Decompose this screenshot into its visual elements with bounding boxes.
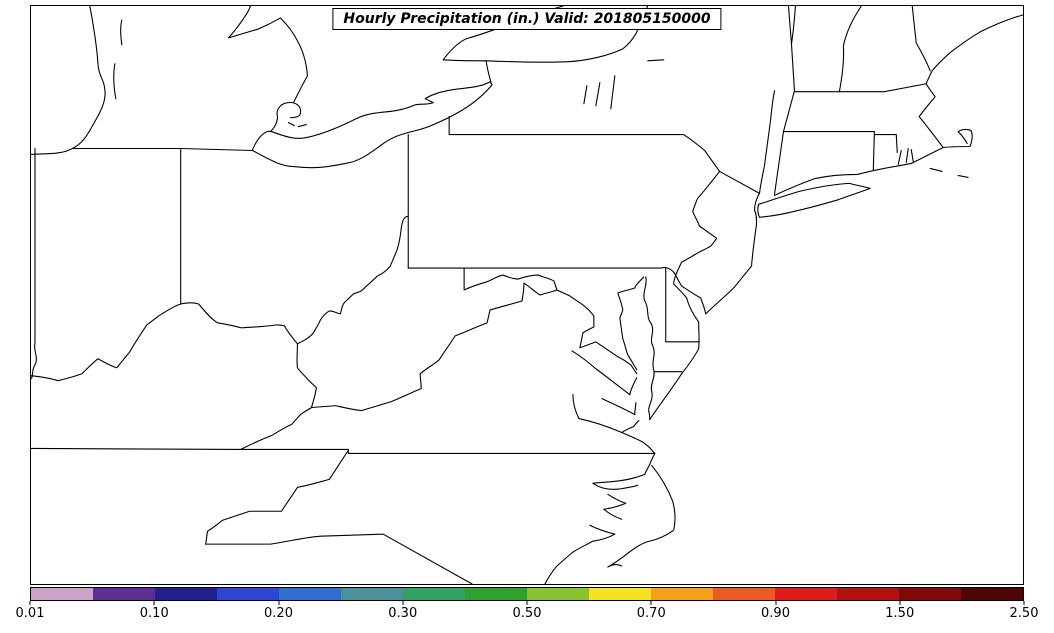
colorbar-segment — [527, 588, 589, 600]
colorbar-tick — [29, 601, 31, 605]
colorbar-tick — [153, 601, 155, 605]
colorbar-tick-label: 0.50 — [512, 606, 542, 621]
path-massachusetts-coast-cape-cod — [910, 83, 973, 165]
path-maine-newhampshire-border — [911, 6, 931, 72]
map-title: Hourly Precipitation (in.) Valid: 201805… — [332, 8, 722, 30]
path-detroit-river-lake-stclair — [269, 75, 308, 133]
colorbar-tick-label: 0.30 — [388, 606, 418, 621]
path-virginia-beach-coast — [644, 452, 656, 475]
path-michigan-indiana-ohio-border — [72, 147, 254, 152]
colorbar-segment — [217, 588, 279, 600]
colorbar-segment — [279, 588, 341, 600]
colorbar-segment — [961, 588, 1023, 600]
path-albemarle-pamlico-sounds — [544, 473, 646, 584]
path-hudson-river — [758, 90, 776, 194]
colorbar-tick — [775, 601, 776, 605]
path-delaware-river-and-bay — [675, 134, 721, 315]
path-chesapeake-bay-west-shore — [617, 276, 656, 454]
colorbar-ticks: 0.01 0.10 0.20 0.30 0.50 0.70 0.90 1.50 2.50 — [16, 601, 1038, 627]
colorbar-tick-label: 0.20 — [264, 606, 293, 621]
path-newengland-state-borders — [782, 83, 927, 171]
path-northcarolina-georgia-southcarolina-border — [205, 533, 473, 584]
colorbar-segment — [651, 588, 713, 600]
colorbar-segment — [899, 588, 961, 600]
state-boundaries-and-coastlines — [31, 6, 1023, 584]
path-long-island — [757, 182, 871, 218]
colorbar-tick — [1023, 601, 1025, 605]
colorbar-segment — [837, 588, 899, 600]
path-westvirginia-virginia-border — [310, 282, 558, 412]
colorbar-segment — [589, 588, 651, 600]
colorbar-segment — [403, 588, 465, 600]
path-narragansett-bay-marks — [897, 147, 914, 165]
path-kentucky-tennessee-virginia-northcarolina-border — [31, 447, 656, 454]
colorbar-tick — [278, 601, 279, 605]
path-newjersey-border-and-coast — [705, 170, 761, 315]
path-newhampshire-maine-coast — [925, 14, 1023, 85]
path-illinois-indiana-border-wabash — [31, 147, 37, 380]
colorbar-segment — [341, 588, 403, 600]
colorbar-tick-label: 0.90 — [761, 606, 790, 621]
path-lake-erie — [252, 81, 493, 169]
path-maryland-potomac-border — [463, 267, 638, 375]
colorbar-segment — [775, 588, 837, 600]
colorbar-tick-label: 1.50 — [885, 606, 915, 621]
colorbar-segment — [31, 588, 93, 600]
path-vermont-newhampshire-border — [838, 6, 862, 93]
colorbar-segment — [465, 588, 527, 600]
colorbar-tick-label: 0.10 — [139, 606, 169, 621]
colorbar-tick — [899, 601, 901, 605]
colorbar-tick — [650, 601, 652, 605]
path-newyork-east-border-champlain — [773, 6, 797, 195]
path-delaware-north-arc — [660, 267, 677, 276]
path-niagara-river — [485, 60, 492, 84]
path-connecticut-rhodeisland-coast — [773, 162, 912, 196]
path-chesapeake-bay-east-shore — [643, 276, 655, 421]
path-virginia-tidal-rivers — [571, 350, 636, 434]
colorbar — [30, 587, 1024, 601]
colorbar-segment — [155, 588, 217, 600]
path-michigan-inland-lake-marks — [113, 19, 123, 100]
path-lake-erie-islands — [287, 122, 307, 128]
map-area — [30, 5, 1024, 585]
map-canvas — [31, 6, 1023, 584]
path-delmarva-atlantic-coast — [649, 321, 700, 421]
path-maryland-delaware-borders — [665, 267, 700, 343]
path-lake-michigan-shore — [31, 6, 106, 156]
path-kentucky-virginia-westvirginia-border — [240, 343, 317, 451]
path-vineyard-nantucket-islands — [929, 167, 969, 178]
colorbar-tick-label: 0.70 — [636, 606, 666, 621]
colorbar-tick — [402, 601, 404, 605]
colorbar-tick-label: 0.01 — [15, 606, 45, 621]
path-ohio-river — [31, 215, 409, 382]
colorbar-segment — [713, 588, 775, 600]
path-newyork-pennsylvania-border — [448, 116, 685, 136]
colorbar-tick-label: 2.50 — [1009, 606, 1039, 621]
path-finger-lakes — [583, 59, 665, 110]
colorbar-tick — [526, 601, 528, 605]
path-delaware-bay-west-shore — [673, 274, 700, 323]
path-lake-huron-saginaw-bay — [228, 6, 308, 77]
path-tennessee-northcarolina-border — [205, 449, 349, 545]
colorbar-segment — [93, 588, 155, 600]
path-outer-banks — [607, 464, 676, 568]
